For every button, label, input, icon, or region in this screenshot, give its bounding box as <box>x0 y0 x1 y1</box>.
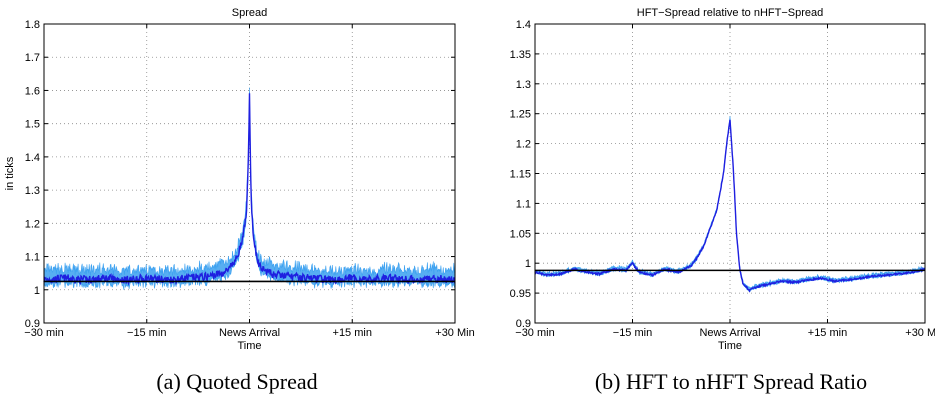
y-tick-label: 1.2 <box>516 139 531 151</box>
subfigure-caption: (b) HFT to nHFT Spread Ratio <box>595 369 867 394</box>
y-tick-label: 1.35 <box>510 49 531 61</box>
panel-a <box>43 23 456 324</box>
x-tick-label: −15 min <box>127 327 166 339</box>
y-tick-label: 1.7 <box>25 52 40 64</box>
subfigure-caption: (a) Quoted Spread <box>156 369 317 394</box>
y-tick-label: 1.5 <box>25 119 40 131</box>
y-tick-label: 1 <box>34 285 40 297</box>
y-tick-label: 1.8 <box>25 19 40 31</box>
y-tick-label: 1.4 <box>516 19 531 31</box>
x-tick-label: −15 min <box>613 327 652 339</box>
y-tick-label: 1.05 <box>510 228 531 240</box>
chart-title: HFT−Spread relative to nHFT−Spread <box>637 7 823 19</box>
x-tick-label: −30 min <box>24 327 63 339</box>
y-tick-label: 0.95 <box>510 288 531 300</box>
x-tick-label: +30 Min <box>435 327 474 339</box>
series-line <box>43 93 456 286</box>
y-tick-label: 0.9 <box>516 318 531 330</box>
chart-title: Spread <box>232 7 267 19</box>
x-tick-label: +15 min <box>808 327 847 339</box>
y-axis-label: in ticks <box>4 156 16 190</box>
y-tick-label: 1.2 <box>25 218 40 230</box>
x-tick-label: −30 min <box>515 327 554 339</box>
y-tick-label: 1 <box>525 258 531 270</box>
panel-b <box>534 23 926 324</box>
y-tick-label: 1.1 <box>516 198 531 210</box>
x-tick-label: News Arrival <box>219 327 280 339</box>
series-band <box>534 116 926 292</box>
y-tick-label: 1.4 <box>25 152 40 164</box>
y-tick-label: 1.1 <box>25 252 40 264</box>
x-tick-label: +30 Min <box>905 327 935 339</box>
y-tick-label: 1.6 <box>25 85 40 97</box>
y-tick-label: 1.3 <box>516 79 531 91</box>
y-tick-label: 1.25 <box>510 109 531 121</box>
x-tick-label: +15 min <box>333 327 372 339</box>
x-axis-label: Time <box>718 340 742 352</box>
x-axis-label: Time <box>237 340 261 352</box>
y-tick-label: 1.3 <box>25 185 40 197</box>
series-line <box>534 119 926 293</box>
y-tick-label: 0.9 <box>25 318 40 330</box>
x-tick-label: News Arrival <box>699 327 760 339</box>
y-tick-label: 1.15 <box>510 169 531 181</box>
